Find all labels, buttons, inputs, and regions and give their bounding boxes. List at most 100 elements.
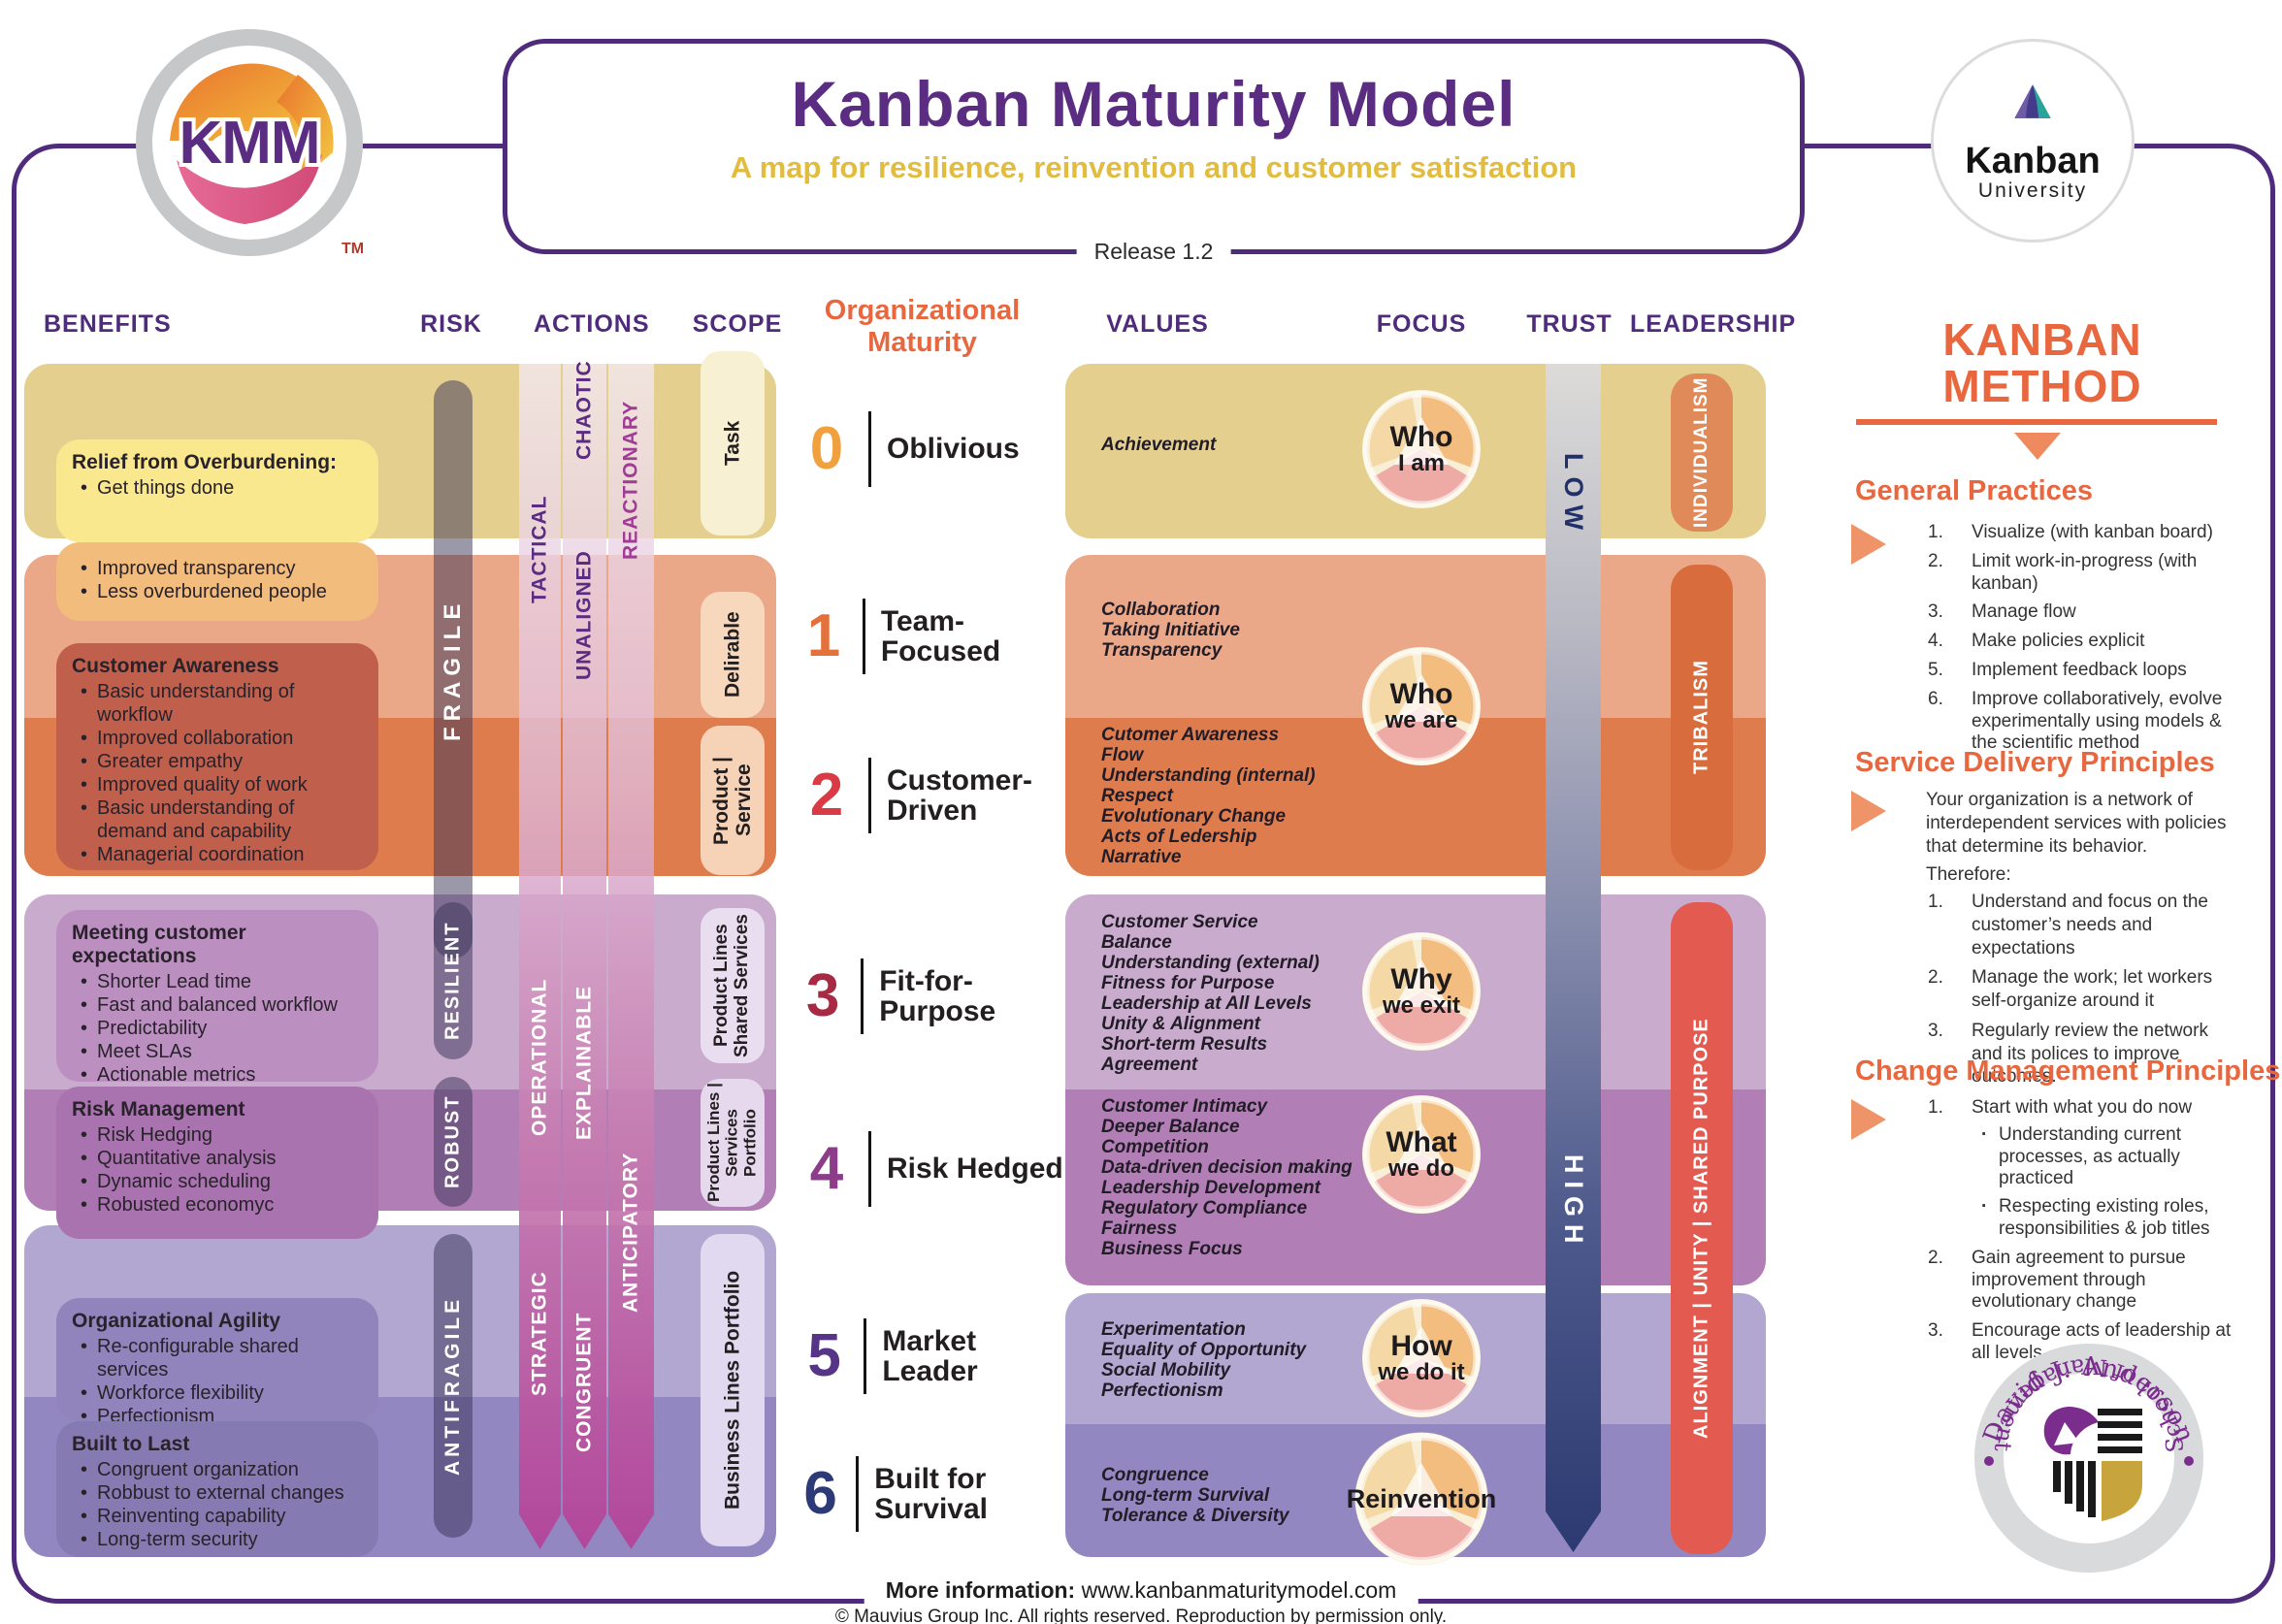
value-item: Leadership Development [1101,1178,1320,1198]
focus-main: Who [1389,420,1453,453]
column-header-scope: SCOPE [692,310,783,338]
focus-sub: we do it [1378,1359,1465,1386]
benefit-bullet: Shorter Lead time [72,970,367,993]
level-name: Team-Focused [880,604,1001,667]
value-item: Competition [1101,1137,1209,1157]
column-header-leadership: LEADERSHIP [1630,310,1797,338]
action-label-text: OPERATIONAL [528,978,551,1137]
benefit-bullet: Greater empathy [72,750,367,773]
value-item: Data-driven decision making [1101,1157,1353,1178]
anderson-school-seal: David J. Anderson School of Management [1968,1337,2210,1579]
focus-sub: I am [1397,450,1446,477]
risk-pill-robust: ROBUST [434,1077,473,1207]
benefit-bullet: Fast and balanced workflow [72,993,367,1017]
scope-deliverable: Delirable [701,592,765,718]
value-item: Flow [1101,745,1144,765]
benefit-bullet: Less overburdened people [72,580,367,603]
change-management-sub-list: Understanding current processes, as actu… [1972,1124,2246,1241]
benefit-bullet: Workforce flexibility [72,1381,367,1405]
action-label-text: TACTICAL [528,495,551,603]
scope-label: Task [721,420,744,467]
benefit-title: Risk Management [72,1098,245,1121]
level-divider [861,958,864,1034]
leadership-pill-tribalism: TRIBALISM [1671,565,1733,870]
maturity-level-3: 3 Fit-for-Purpose [791,958,1067,1034]
focus-circle-what-we-do: What we do [1358,1091,1484,1218]
change-management-item: Start with what you do now Understanding… [1926,1097,2246,1241]
scope-product-service: Product | Service [701,726,765,875]
column-header-risk: RISK [420,310,482,338]
level-divider [868,758,871,833]
action-label-text: REACTIONARY [619,400,642,561]
maturity-level-0: 0 Oblivious [791,411,1067,487]
general-practice-item: Implement feedback loops [1928,659,2187,682]
scope-label: Delirable [721,611,744,698]
scope-label: Product Lines Shared Services [711,914,752,1057]
service-delivery-item: Manage the work; let workers self-organi… [1928,966,2213,1011]
action-arrow-1 [519,364,561,1549]
service-delivery-body: Your organization is a network of interd… [1926,789,2232,1095]
focus-sub: we exit [1382,992,1461,1020]
kanban-method-title: KANBAN METHOD [1942,314,2142,412]
benefit-bullets: Improved transparencyLess overburdened p… [72,557,367,603]
level-divider [868,1131,871,1207]
benefit-bullets: Get things done [72,476,367,500]
level-name: Customer- Driven [887,763,1033,827]
value-item: Leadership at All Levels [1101,993,1312,1014]
benefit-title: Organizational Agility [72,1310,281,1332]
value-item: Acts of Ledership [1101,827,1257,847]
kanban-university-name: Kanban [1965,141,2101,181]
focus-main: Who [1389,677,1453,710]
leadership-pill-alignment: ALIGNMENT | UNITY | SHARED PURPOSE [1671,902,1733,1554]
value-item: Equality of Opportunity [1101,1340,1307,1360]
kmm-logo-text: KMM [175,106,324,180]
action-label-text: CONGRUENT [572,1312,596,1453]
benefit-box-transparency: Improved transparencyLess overburdened p… [56,542,378,621]
maturity-level-1: 1 Team-Focused [791,599,1067,674]
benefit-bullet: Improved transparency [72,557,367,580]
value-item: Business Focus [1101,1239,1243,1259]
risk-label: FRAGILE [440,598,466,741]
values-level-6: Congruence Long-term Survival Tolerance & … [1101,1465,1436,1526]
value-item: Understanding (external) [1101,953,1320,973]
level-divider [864,1318,867,1394]
value-item: Unity & Alignment [1101,1014,1260,1034]
value-item: Collaboration [1101,600,1221,620]
risk-pill-fragile: FRAGILE [434,380,473,958]
benefit-bullet: Robbust to external changes [72,1481,367,1505]
change-management-item: Encourage acts of leadership at all leve… [1928,1320,2232,1363]
benefit-bullet: Dynamic scheduling [72,1170,367,1193]
value-item: Agreement [1101,1055,1198,1075]
benefit-bullets: Basic understanding of workflowImproved … [72,680,367,866]
benefit-box-customer-expectations: Meeting customer expectations Shorter Le… [56,910,378,1087]
values-level-4: Customer Intimacy Deeper Balance Competiti… [1101,1096,1436,1259]
scope-label: Product | Service [709,756,755,845]
change-management-list: Start with what you do now Understanding… [1926,1097,2246,1372]
benefit-box-overburdening: Relief from Overburdening: Get things do… [56,439,378,542]
action-label-unaligned: UNALIGNED [563,550,606,680]
value-item: Customer Service [1101,912,1258,932]
general-practice-item: Make policies explicit [1928,631,2145,653]
leadership-label: INDIVIDUALISM [1691,376,1712,529]
benefit-box-risk-management: Risk Management Risk HedgingQuantitative… [56,1087,378,1239]
level-number: 3 [805,962,840,1029]
benefit-bullet: Basic understanding of demand and capabi… [72,796,367,843]
value-item: Fitness for Purpose [1101,973,1275,993]
column-header-values: VALUES [1106,310,1209,338]
general-practice-item: Improve collaboratively, evolve experime… [1928,688,2223,754]
benefit-bullet: Managerial coordination [72,843,367,866]
action-label-text: STRATEGIC [528,1271,551,1397]
focus-main: How [1390,1329,1452,1362]
kanban-university-pinwheel-icon [2014,84,2051,118]
maturity-level-2: 2 Customer- Driven [791,758,1067,833]
leadership-label: ALIGNMENT | UNITY | SHARED PURPOSE [1690,1018,1712,1439]
action-label-operational: OPERATIONAL [519,978,561,1137]
footer-info-label: More information: [885,1577,1076,1603]
action-label-strategic: STRATEGIC [519,1266,561,1402]
benefit-bullets: Risk HedgingQuantitative analysisDynamic… [72,1123,367,1217]
level-name: Oblivious [887,433,1020,466]
risk-label: ANTIFRAGILE [441,1295,464,1477]
action-label-anticipatory: ANTICIPATORY [608,1145,654,1319]
change-management-sub-item: Understanding current processes, as actu… [1972,1124,2246,1190]
